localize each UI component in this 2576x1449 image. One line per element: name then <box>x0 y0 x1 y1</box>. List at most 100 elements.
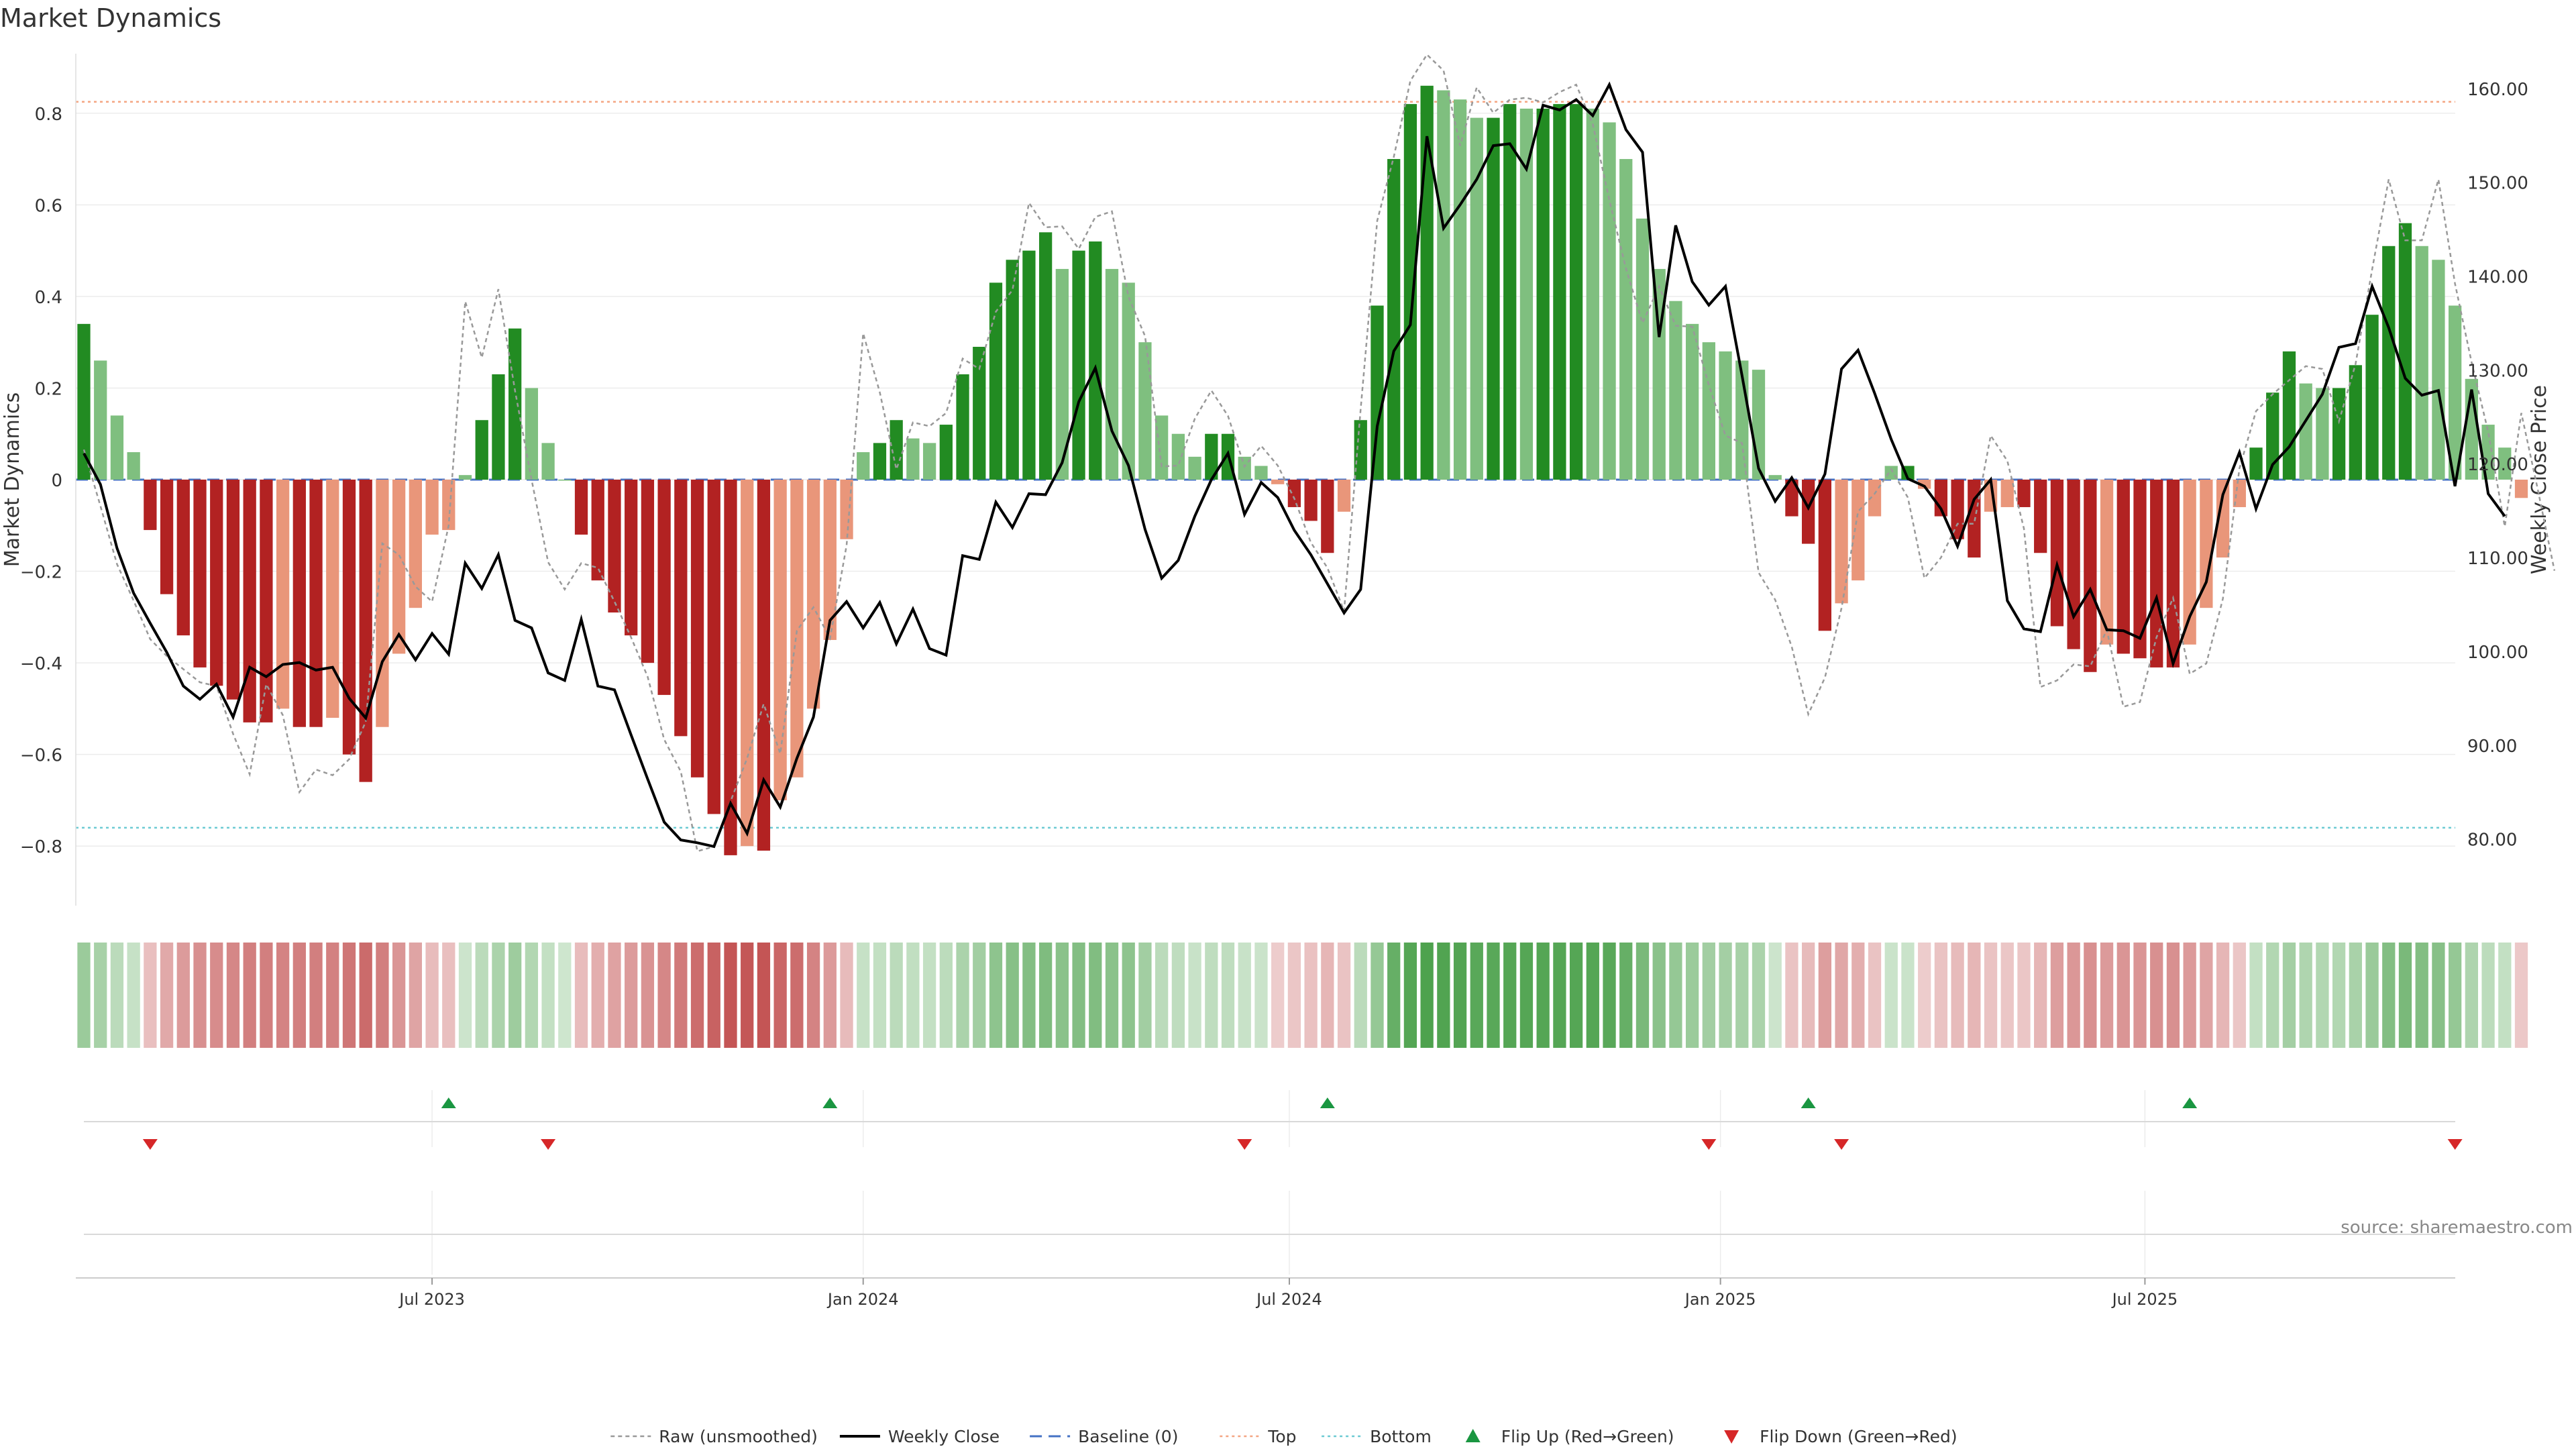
dynamics-bar <box>2282 351 2296 480</box>
x-axis: Jul 2023 Jan 2024 Jul 2024 Jan 2025 Jul 2025 <box>76 1234 2455 1309</box>
regime-cell <box>342 943 356 1048</box>
dynamics-bar <box>276 480 290 709</box>
regime-cell <box>657 943 671 1048</box>
regime-cell <box>1984 943 1998 1048</box>
dynamics-bar <box>773 480 787 800</box>
regime-cell <box>840 943 853 1048</box>
dynamics-bar <box>110 415 124 480</box>
dynamics-bar <box>1238 456 1251 480</box>
dynamics-bar <box>1271 480 1285 484</box>
regime-cell <box>625 943 638 1048</box>
dynamics-bar <box>690 480 704 777</box>
regime-cell <box>1453 943 1467 1048</box>
legend-label: Raw (unsmoothed) <box>659 1427 818 1446</box>
dynamics-bar <box>1304 480 1318 521</box>
dynamics-bar <box>956 374 969 480</box>
dynamics-bar <box>1918 480 1931 489</box>
dynamics-bar <box>2432 260 2445 480</box>
y-tick-label: 0 <box>51 471 62 491</box>
dynamics-bar <box>1321 480 1334 553</box>
regime-cell <box>1752 943 1766 1048</box>
regime-cell <box>2200 943 2213 1048</box>
dynamics-bar <box>1205 433 1218 480</box>
dynamics-bar <box>326 480 339 718</box>
regime-cell <box>724 943 737 1048</box>
regime-cell <box>2084 943 2097 1048</box>
regime-cell <box>1519 943 1534 1048</box>
dynamics-bar <box>1851 480 1865 581</box>
regime-cell <box>2465 943 2478 1048</box>
dynamics-bar <box>1536 108 1550 480</box>
dynamics-bar <box>873 443 887 480</box>
regime-cell <box>292 943 306 1048</box>
dynamics-bar <box>823 480 837 640</box>
dynamics-bar <box>2133 480 2147 659</box>
x-tick-label: Jan 2025 <box>1684 1290 1756 1309</box>
dynamics-bar <box>2349 365 2362 480</box>
regime-cell <box>2365 943 2379 1048</box>
dynamics-bar <box>973 346 986 480</box>
regime-cell <box>922 943 936 1048</box>
regime-cell <box>1934 943 1948 1048</box>
dynamics-bar <box>2050 480 2064 627</box>
regime-cell <box>326 943 339 1048</box>
dynamics-bar <box>1835 480 1848 604</box>
dynamics-bar <box>2233 480 2246 507</box>
regime-cell <box>1669 943 1682 1048</box>
dynamics-bar <box>1138 342 1152 480</box>
dynamics-bar <box>790 480 804 777</box>
regime-cell <box>1420 943 1434 1048</box>
y-tick-label: 0.4 <box>35 288 62 308</box>
regime-cell <box>1553 943 1566 1048</box>
regime-cell <box>1271 943 1285 1048</box>
dynamics-bar <box>1038 232 1053 480</box>
regime-cell <box>1155 943 1169 1048</box>
dynamics-bar <box>127 452 140 480</box>
dynamics-bar <box>1519 108 1534 480</box>
regime-cell <box>2116 943 2130 1048</box>
weekly-close-line <box>83 81 2506 849</box>
dynamics-bar <box>2067 480 2080 649</box>
dynamics-bar <box>1818 480 1832 631</box>
regime-cell <box>2067 943 2080 1048</box>
regime-cell <box>2514 943 2528 1048</box>
regime-cell <box>890 943 903 1048</box>
regime-cell <box>442 943 455 1048</box>
regime-cell <box>1635 943 1650 1048</box>
regime-cell <box>425 943 439 1048</box>
dynamics-bar <box>1719 351 1732 480</box>
flip-up-marker <box>1320 1097 1335 1108</box>
regime-cell <box>1287 943 1301 1048</box>
regime-cell <box>2398 943 2412 1048</box>
regime-cell <box>1536 943 1550 1048</box>
regime-cell <box>1238 943 1251 1048</box>
regime-cell <box>773 943 787 1048</box>
dynamics-bar <box>1188 456 1201 480</box>
dynamics-bar <box>2166 480 2180 667</box>
regime-cell <box>176 943 190 1048</box>
regime-cell <box>1901 943 1915 1048</box>
regime-cell <box>823 943 837 1048</box>
dynamics-bar <box>840 480 853 539</box>
flip-down-marker <box>142 1139 158 1150</box>
regime-cell <box>558 943 572 1048</box>
dynamics-bar <box>2332 388 2346 480</box>
y2-tick-label: 90.00 <box>2467 737 2517 757</box>
dynamics-bar <box>492 374 505 480</box>
regime-cell <box>591 943 604 1048</box>
dynamics-bar <box>2415 246 2428 480</box>
regime-cell <box>956 943 969 1048</box>
regime-cell <box>276 943 290 1048</box>
dynamics-bar <box>2216 480 2230 558</box>
dynamics-bar <box>2116 480 2130 654</box>
regime-cell <box>144 943 157 1048</box>
regime-cell <box>1685 943 1699 1048</box>
regime-cell <box>2050 943 2064 1048</box>
regime-cell <box>508 943 522 1048</box>
dynamics-bar <box>1768 475 1782 480</box>
regime-cell <box>110 943 124 1048</box>
dynamics-bar <box>458 475 472 480</box>
regime-cell <box>409 943 422 1048</box>
dynamics-bar <box>574 480 588 535</box>
legend-item: Raw (unsmoothed) <box>610 1427 818 1446</box>
